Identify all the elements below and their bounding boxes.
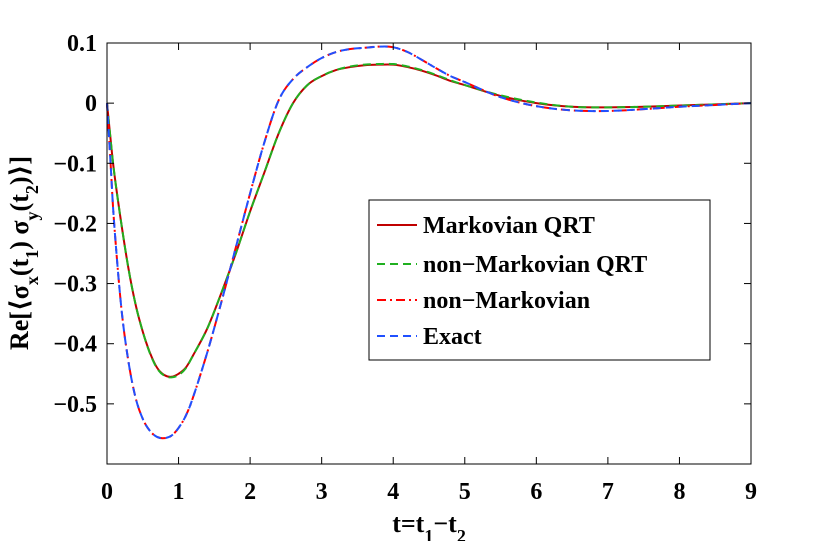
x-tick-label-5: 5 [459, 479, 471, 505]
y-tick-label-3: −0.2 [53, 211, 97, 237]
series-line-4 [106, 45, 752, 440]
series-layer [106, 45, 752, 440]
y-tick-label-1: 0 [85, 91, 97, 117]
x-tick-label-1: 1 [173, 479, 185, 505]
y-tick-label-6: −0.5 [53, 392, 97, 418]
tick-labels-layer: 0 1 2 3 4 5 6 7 8 9 0.1 0 −0.1 −0.2 −0.3 −0.4 −0.5 [53, 31, 757, 505]
ticks-layer [106, 42, 752, 464]
x-tick-label-0: 0 [101, 479, 113, 505]
legend-label-4: Exact [423, 324, 482, 350]
y-tick-label-4: −0.3 [53, 272, 97, 298]
x-tick-label-4: 4 [387, 479, 399, 505]
x-tick-label-7: 7 [602, 479, 614, 505]
legend-items: Markovian QRT non−Markovian QRT non−Markov… [377, 213, 647, 350]
legend-label-2: non−Markovian QRT [423, 252, 647, 278]
legend: Markovian QRT non−Markovian QRT non−Markov… [368, 199, 711, 361]
y-tick-label-5: −0.4 [53, 332, 97, 358]
x-tick-label-2: 2 [244, 479, 256, 505]
y-tick-label-0: 0.1 [67, 31, 97, 57]
legend-label-3: non−Markovian [423, 288, 590, 314]
x-tick-label-6: 6 [530, 479, 542, 505]
x-tick-label-9: 9 [745, 479, 757, 505]
y-axis-label: Re[⟨σx(t1) σy(t2)⟩] [5, 156, 42, 350]
x-tick-label-8: 8 [673, 479, 685, 505]
plot-frame [106, 42, 752, 465]
x-tick-label-3: 3 [316, 479, 328, 505]
series-line-2 [106, 62, 752, 379]
y-tick-label-2: −0.1 [53, 151, 97, 177]
x-axis-label: t=t1−t2 [392, 509, 466, 541]
legend-label-1: Markovian QRT [423, 213, 595, 239]
legend-box [368, 199, 711, 361]
